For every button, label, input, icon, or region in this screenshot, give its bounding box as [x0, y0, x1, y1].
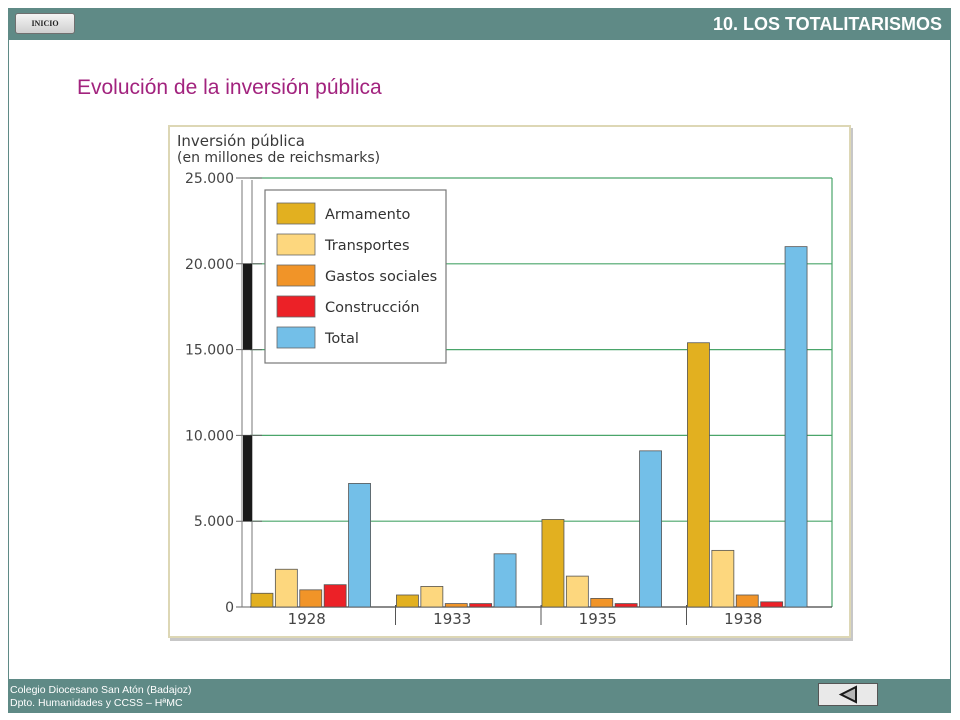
- triangle-left-icon: [838, 685, 857, 704]
- bar: [614, 603, 638, 608]
- y-tick-label: 10.000: [185, 428, 234, 444]
- footer-line-1: Colegio Diocesano San Atón (Badajoz): [10, 684, 192, 696]
- bar: [687, 342, 710, 608]
- y-tick-label: 0: [225, 600, 234, 616]
- bar: [323, 584, 347, 608]
- x-tick-label: 1938: [724, 610, 762, 628]
- legend-label: Gastos sociales: [325, 269, 437, 285]
- bar: [274, 568, 298, 608]
- x-tick-label: 1935: [579, 610, 617, 628]
- header-bar: [8, 8, 951, 40]
- footer-text: Colegio Diocesano San Atón (Badajoz) Dpt…: [10, 684, 192, 710]
- legend-swatch: [276, 326, 316, 349]
- y-axis-band: [243, 435, 252, 522]
- x-tick-label: 1933: [433, 610, 471, 628]
- bar: [760, 601, 784, 608]
- bar: [420, 586, 444, 608]
- bar: [735, 594, 759, 608]
- bar: [299, 589, 323, 608]
- bar: [711, 549, 735, 608]
- page-title: Evolución de la inversión pública: [77, 76, 382, 99]
- y-axis-band: [243, 263, 252, 350]
- bar: [590, 598, 614, 608]
- bar: [348, 483, 371, 608]
- unit-title: 10. LOS TOTALITARISMOS: [712, 14, 942, 34]
- bar: [469, 603, 493, 608]
- y-tick-label: 5.000: [194, 514, 234, 530]
- legend-label: Total: [324, 331, 359, 347]
- y-tick-label: 15.000: [185, 343, 234, 359]
- bar: [784, 246, 808, 608]
- legend-label: Armamento: [325, 207, 411, 223]
- back-button[interactable]: [818, 683, 878, 706]
- bar: [493, 553, 517, 608]
- legend-swatch: [276, 202, 316, 225]
- y-tick-label: 25.000: [185, 171, 234, 187]
- chart-subtitle: (en millones de reichsmarks): [177, 150, 380, 166]
- bar: [444, 603, 468, 608]
- bar: [639, 450, 662, 608]
- chart-title: Inversión pública: [177, 132, 305, 150]
- bar: [250, 592, 274, 608]
- footer-line-2: Dpto. Humanidades y CCSS – HªMC: [10, 697, 183, 709]
- x-tick-label: 1928: [288, 610, 326, 628]
- legend-swatch: [276, 233, 316, 256]
- bar: [565, 575, 589, 608]
- bar: [541, 519, 565, 608]
- legend-label: Transportes: [324, 238, 410, 254]
- bar: [396, 594, 419, 608]
- footer-bar: [8, 679, 951, 713]
- legend-swatch: [276, 295, 316, 318]
- home-button[interactable]: INICIO: [15, 13, 75, 34]
- legend-swatch: [276, 264, 316, 287]
- y-tick-label: 20.000: [185, 257, 234, 273]
- legend-label: Construcción: [325, 300, 420, 316]
